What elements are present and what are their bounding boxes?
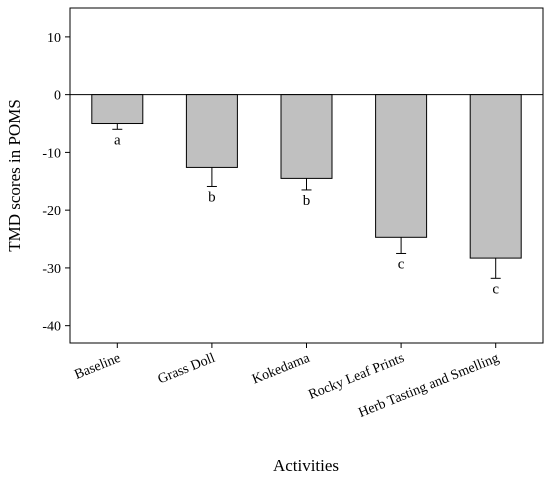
- y-axis: 10 0 -10 -20 -30 -40: [42, 31, 70, 335]
- significance-label: c: [398, 256, 405, 272]
- significance-label: b: [208, 189, 216, 205]
- y-tick-label: -30: [42, 262, 61, 277]
- bar: [375, 94, 428, 238]
- bar: [185, 94, 238, 168]
- bars: [91, 94, 522, 259]
- bar: [91, 94, 144, 125]
- y-tick-label: 0: [54, 89, 61, 104]
- bar: [280, 94, 333, 179]
- y-tick-label: -10: [42, 146, 61, 161]
- significance-label: a: [114, 132, 121, 148]
- y-tick-label: -20: [42, 204, 61, 219]
- bar: [469, 94, 522, 259]
- y-axis-title: TMD scores in POMS: [5, 99, 24, 252]
- x-tick-label: Kokedama: [250, 351, 313, 388]
- x-tick-label: Baseline: [72, 351, 122, 383]
- y-tick-label: 10: [47, 31, 61, 46]
- error-bars: [112, 123, 501, 279]
- y-tick-label: -40: [42, 320, 61, 335]
- significance-label: c: [492, 281, 499, 297]
- x-tick-label: Grass Doll: [156, 351, 218, 388]
- significance-label: b: [303, 193, 311, 209]
- significance-labels: a b b c c: [114, 132, 499, 297]
- x-axis-title: Activities: [273, 456, 339, 475]
